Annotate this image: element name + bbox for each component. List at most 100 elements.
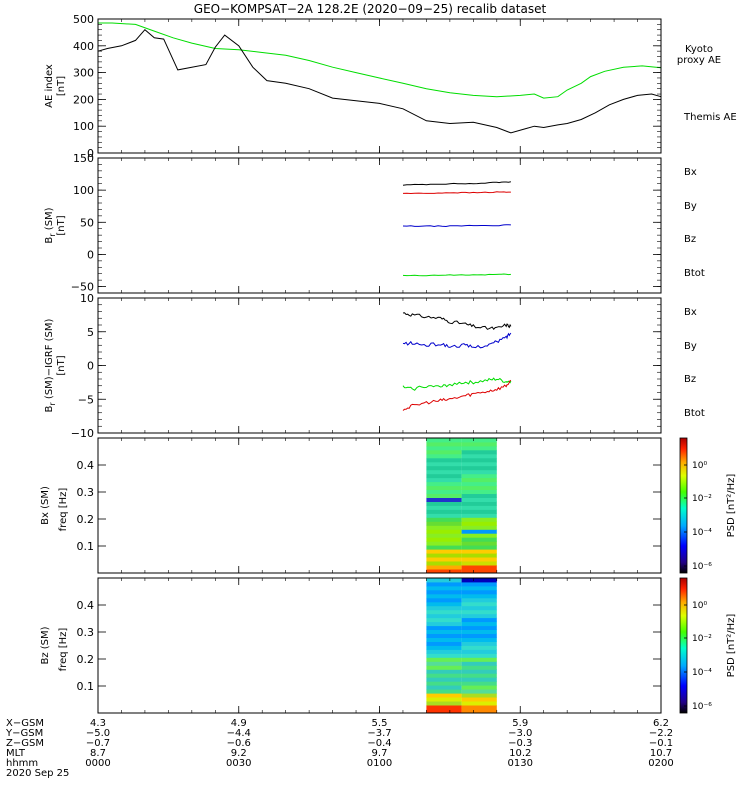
psd-cell bbox=[426, 685, 462, 690]
psd-cell bbox=[426, 689, 462, 694]
psd-cell bbox=[426, 442, 462, 447]
colorbar bbox=[679, 437, 688, 574]
x-table-cell: 5.9 bbox=[512, 718, 528, 729]
psd-cell bbox=[426, 438, 462, 443]
y-axis-label-freq: freq [Hz] bbox=[58, 628, 69, 672]
psd-cell bbox=[461, 477, 497, 483]
psd-cell bbox=[426, 529, 462, 534]
psd-cell bbox=[461, 481, 497, 487]
y-tick-label: 0.3 bbox=[77, 486, 95, 499]
psd-cell bbox=[461, 549, 497, 554]
psd-cell bbox=[426, 681, 462, 686]
psd-cell bbox=[461, 585, 497, 591]
x-table-cell: 0200 bbox=[648, 758, 673, 769]
y-tick-label: 100 bbox=[73, 184, 94, 197]
psd-cell bbox=[461, 637, 497, 642]
y-tick-label: 0 bbox=[87, 147, 94, 160]
panel-3: Bx By Bz Btot −10 −5 0 5 10 Br (SM)−IGRF (SM) [nT] bbox=[44, 292, 705, 440]
legend-label-by: By bbox=[684, 201, 697, 212]
psd-cell bbox=[461, 497, 497, 502]
psd-cell bbox=[461, 469, 497, 475]
psd-cell bbox=[426, 477, 462, 483]
y-tick-label: 0 bbox=[87, 360, 94, 373]
psd-cell bbox=[426, 582, 462, 587]
y-axis-unit: [nT] bbox=[56, 215, 67, 235]
x-table-cell: 5.5 bbox=[372, 718, 388, 729]
colorbar bbox=[679, 577, 688, 714]
y-axis-label: Bx (SM) bbox=[40, 486, 51, 525]
psd-cell bbox=[461, 617, 497, 623]
psd-cell bbox=[426, 625, 462, 630]
psd-cell bbox=[426, 653, 462, 658]
psd-cell bbox=[426, 601, 462, 607]
psd-cell bbox=[461, 625, 497, 630]
panel-4: 10⁰ 10⁻² 10⁻⁴ 10⁻⁶ PSD [nT²/Hz] 0.1 0.2 0.3 0.4 B… bbox=[40, 437, 737, 574]
psd-cell bbox=[461, 689, 497, 694]
psd-cell bbox=[461, 561, 497, 566]
psd-cell bbox=[426, 633, 462, 638]
psd-cell bbox=[461, 597, 497, 603]
psd-cell bbox=[461, 633, 497, 638]
colorbar-tick-label: 10⁻⁶ bbox=[692, 562, 712, 572]
x-table-cell: −0.1 bbox=[649, 738, 673, 749]
psd-cell bbox=[426, 609, 462, 615]
colorbar-tick-label: 10⁻² bbox=[692, 634, 712, 644]
y-tick-label: 0.2 bbox=[77, 513, 95, 526]
colorbar-tick-label: 10⁻⁴ bbox=[692, 528, 712, 538]
psd-cell bbox=[461, 513, 497, 518]
psd-cell bbox=[426, 589, 462, 595]
y-tick-label: 10 bbox=[80, 292, 94, 305]
psd-cell bbox=[426, 585, 462, 591]
x-table-cell: −4.4 bbox=[227, 728, 251, 739]
y-axis-label-freq: freq [Hz] bbox=[58, 488, 69, 532]
psd-cell bbox=[461, 533, 497, 538]
psd-cell bbox=[426, 549, 462, 554]
psd-cell bbox=[461, 489, 497, 494]
psd-cell bbox=[461, 653, 497, 658]
x-table-date: 2020 Sep 25 bbox=[6, 768, 69, 779]
series-line-btot bbox=[402, 312, 512, 330]
series-line-themis-ae bbox=[97, 28, 662, 134]
psd-cell bbox=[461, 665, 497, 670]
psd-cell bbox=[461, 461, 497, 467]
psd-cell bbox=[426, 649, 462, 654]
x-table-cell: −0.3 bbox=[508, 738, 532, 749]
x-table-cell: −0.4 bbox=[367, 738, 391, 749]
psd-cell bbox=[461, 473, 497, 479]
psd-cell bbox=[461, 661, 497, 666]
psd-cell bbox=[461, 669, 497, 674]
colorbar-tick-label: 10⁻² bbox=[692, 494, 712, 504]
y-tick-label: 0.1 bbox=[77, 680, 95, 693]
psd-cell bbox=[426, 469, 462, 475]
colorbar-tick-label: 10⁻⁶ bbox=[692, 702, 712, 712]
panel-frame bbox=[97, 577, 662, 714]
psd-cell bbox=[461, 613, 497, 619]
panel-frame bbox=[97, 297, 662, 434]
colorbar-tick-label: 10⁻⁴ bbox=[692, 668, 712, 678]
y-tick-label: 0.1 bbox=[77, 540, 95, 553]
y-axis-label: Br (SM) bbox=[44, 207, 57, 243]
psd-cell bbox=[426, 569, 462, 574]
psd-cell bbox=[461, 657, 497, 662]
psd-cell bbox=[461, 537, 497, 542]
psd-cell bbox=[461, 521, 497, 526]
psd-cell bbox=[461, 529, 497, 534]
psd-cell bbox=[426, 553, 462, 558]
psd-cell bbox=[461, 621, 497, 627]
x-table-cell: 0030 bbox=[226, 758, 251, 769]
legend-label-kyoto: Kyoto bbox=[685, 44, 713, 55]
psd-cell bbox=[461, 589, 497, 595]
legend-label-themis-ae: Themis AE bbox=[683, 112, 737, 123]
psd-cell bbox=[461, 545, 497, 550]
y-tick-label: 0.3 bbox=[77, 626, 95, 639]
series-line-bz bbox=[402, 191, 511, 195]
y-axis-label: Bz (SM) bbox=[40, 626, 51, 664]
psd-cell bbox=[426, 557, 462, 562]
psd-cell bbox=[426, 449, 462, 455]
y-axis-label: AE index bbox=[44, 64, 55, 108]
psd-cell bbox=[426, 509, 462, 514]
psd-cell bbox=[426, 705, 462, 710]
